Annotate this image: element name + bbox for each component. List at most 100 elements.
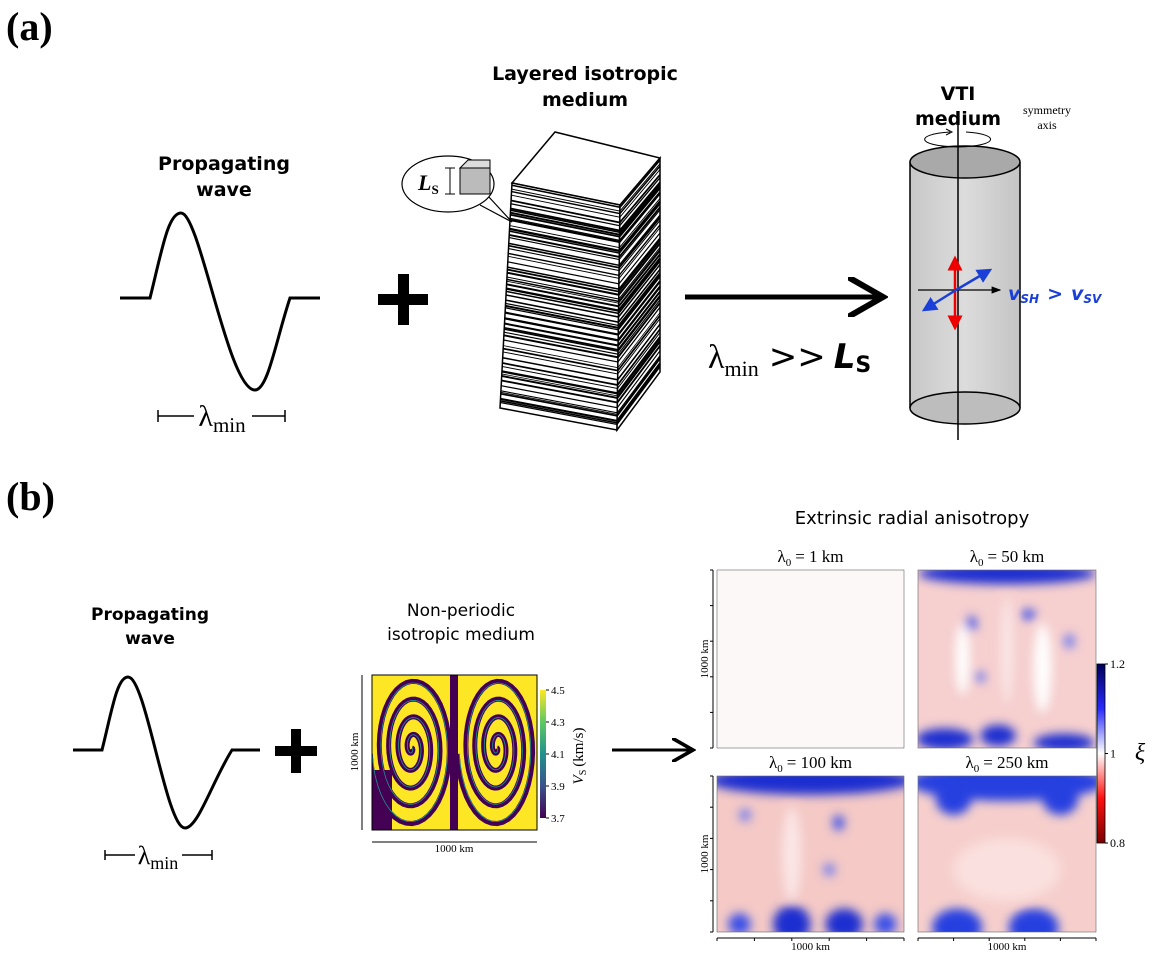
layer-line	[510, 181, 661, 232]
map-feature	[1021, 609, 1036, 620]
map-feature	[1001, 596, 1013, 704]
layer-line	[511, 165, 661, 215]
colorbar-tick-label: 1.2	[1110, 657, 1125, 671]
layer-thickness: LS	[417, 170, 439, 197]
map-feature	[953, 838, 1061, 901]
map-title: λ0 = 1 km	[777, 547, 843, 569]
layer-line	[510, 177, 661, 227]
swirl	[372, 682, 448, 823]
layer-line	[501, 345, 661, 404]
map-title: λ0 = 250 km	[965, 753, 1048, 775]
swirl	[450, 675, 458, 830]
layer-line	[500, 362, 661, 423]
layer-line	[503, 306, 661, 363]
map-features	[918, 776, 1096, 932]
layer-line	[506, 260, 661, 315]
layer-line	[506, 251, 661, 304]
plus	[275, 729, 317, 773]
inset-bubble	[401, 155, 513, 223]
layer-line	[510, 187, 661, 238]
map-feature	[773, 905, 811, 932]
layer-line	[500, 366, 661, 426]
layer-line	[507, 237, 661, 291]
map-title-part: λ	[965, 753, 974, 772]
layered-block	[499, 131, 662, 433]
map-feature	[717, 776, 904, 795]
wavelength-label: λmin	[198, 400, 246, 437]
map-feature	[1033, 623, 1052, 713]
layer-line	[501, 350, 661, 409]
layer-line	[500, 357, 661, 417]
velocity-relation: vSH > vSV	[1008, 283, 1103, 306]
layer-line	[507, 242, 661, 296]
x-axis-label: 1000 km	[435, 843, 474, 855]
layer-line	[510, 185, 661, 236]
map-title-part: 0	[978, 557, 984, 569]
colorbar-tick-label: 4.1	[551, 749, 565, 761]
map-feature	[823, 863, 835, 876]
layer-line	[501, 340, 661, 400]
layer-line	[502, 328, 661, 386]
layer-line	[508, 220, 661, 272]
layer-line	[509, 192, 661, 244]
layer-line	[505, 274, 661, 329]
layer-line	[505, 272, 661, 327]
map-title-part: λ	[970, 547, 979, 566]
map-title-part: = 50 km	[987, 547, 1044, 566]
map-feature	[832, 815, 845, 831]
map-title-part: 0	[974, 763, 980, 775]
condition: λmin >> LS	[708, 337, 871, 381]
layer-line	[500, 364, 661, 424]
symmetry-axis-label: symmetry axis	[1023, 103, 1071, 132]
wave	[120, 211, 320, 392]
map-title-part: 0	[786, 557, 792, 569]
layer-line	[506, 247, 661, 300]
anisotropy-map	[918, 570, 1096, 748]
layer-line	[502, 323, 661, 381]
layer-line	[503, 314, 661, 372]
y-axis-label: 1000 km	[699, 834, 711, 873]
map-title-part: λ	[769, 753, 778, 772]
layer-line	[503, 302, 661, 359]
map-feature	[1063, 634, 1075, 649]
map-title-part: = 100 km	[787, 753, 852, 772]
map-feature	[1042, 783, 1079, 816]
wave-title: Propagating wave	[158, 153, 290, 201]
wavelength-bracket	[157, 410, 286, 422]
layer-line	[504, 291, 661, 347]
layer-line	[500, 355, 661, 414]
vti-cylinder	[909, 118, 1021, 440]
layer-line	[506, 257, 661, 312]
map-features	[918, 570, 1096, 748]
anisotropy-map	[918, 776, 1096, 932]
colorbar	[540, 690, 546, 818]
plus	[378, 274, 428, 325]
map-frame	[917, 569, 1097, 749]
map-feature	[782, 807, 802, 901]
layer-line	[508, 217, 661, 269]
map-feature	[918, 570, 1096, 585]
map-feature	[955, 623, 970, 695]
colorbar-tick-label: 0.8	[1110, 836, 1125, 850]
anisotropy-title: Extrinsic radial anisotropy	[795, 508, 1030, 529]
map-feature	[1033, 733, 1095, 748]
map-feature	[1008, 908, 1059, 932]
map-feature	[739, 808, 751, 822]
map-feature	[825, 908, 863, 932]
layer-line	[510, 183, 661, 234]
layer-line	[506, 253, 661, 308]
x-axis-label: 1000 km	[988, 941, 1027, 953]
map-feature	[874, 913, 897, 932]
swirl	[458, 682, 532, 823]
layer-line	[505, 268, 661, 323]
wave	[73, 675, 260, 830]
anisotropy-map	[717, 570, 904, 748]
layer-line	[505, 276, 661, 331]
map-background	[717, 570, 904, 748]
wave-title: Propagating wave	[91, 605, 209, 649]
layer-line	[509, 203, 661, 254]
layer-line	[501, 339, 661, 397]
map-frame	[716, 775, 905, 933]
map-feature	[932, 908, 983, 932]
